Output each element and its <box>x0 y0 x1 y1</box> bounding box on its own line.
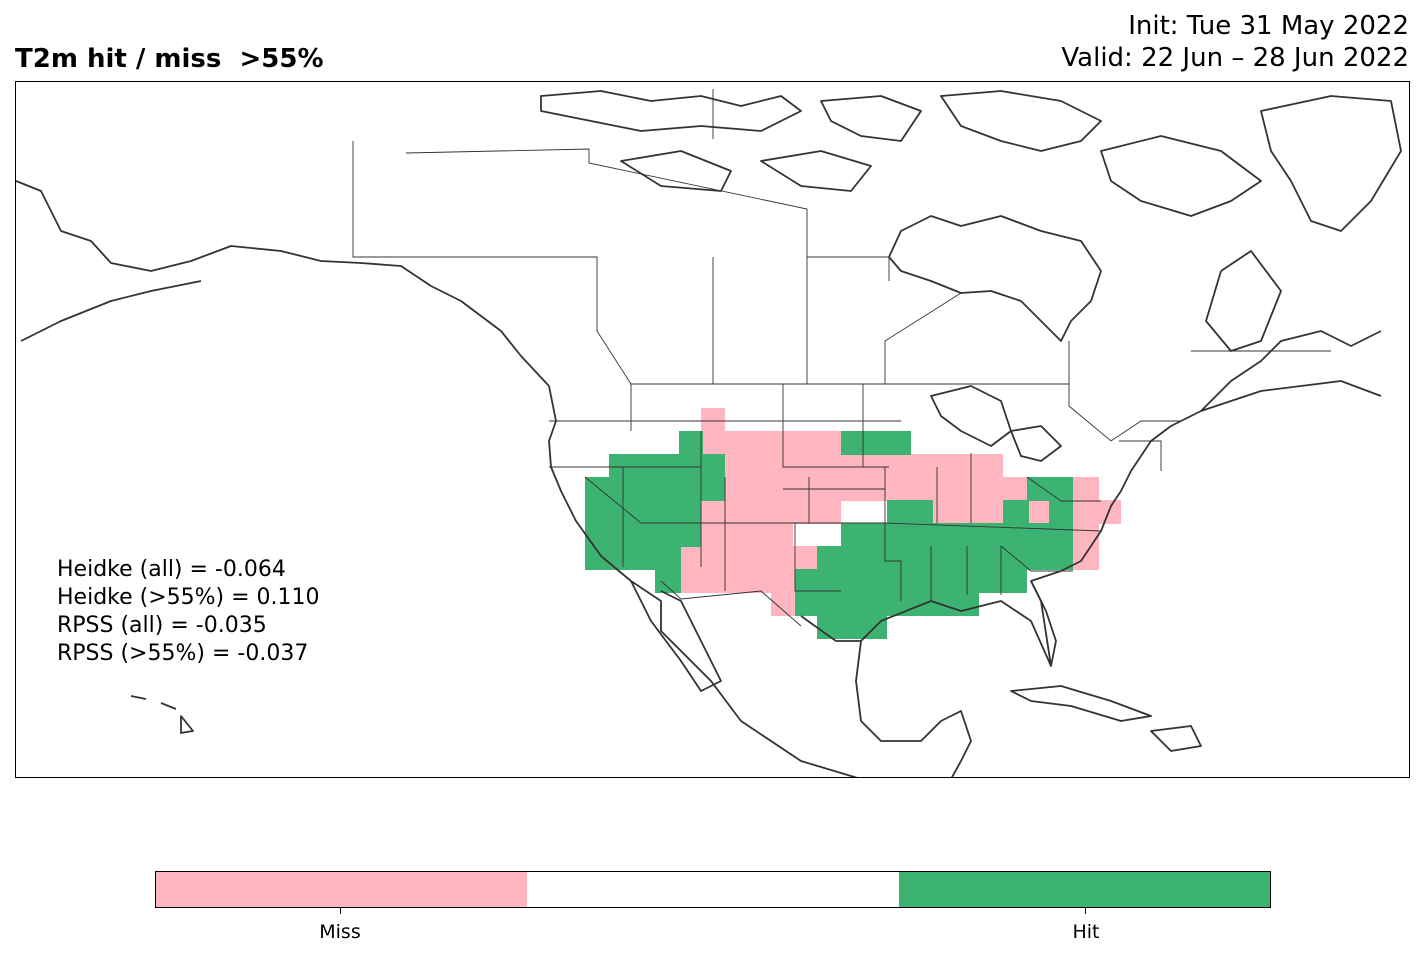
colorbar-miss <box>156 872 528 907</box>
colorbar-hit <box>898 872 1270 907</box>
colorbar <box>155 871 1271 908</box>
label-miss: Miss <box>319 921 361 943</box>
colorbar-neutral <box>527 872 899 907</box>
map-canvas <box>16 89 1402 777</box>
tick-hit <box>1085 908 1086 914</box>
hit-cells <box>585 431 1073 639</box>
tick-miss <box>340 908 341 914</box>
heidke-all: Heidke (all) = -0.064 <box>57 557 286 582</box>
label-hit: Hit <box>1072 921 1100 943</box>
skill-scores: Heidke (all) = -0.064 Heidke (>55%) = 0.… <box>57 556 320 668</box>
map-frame[interactable] <box>15 81 1410 778</box>
political-borders <box>352 89 1331 627</box>
rpss-55: RPSS (>55%) = -0.037 <box>57 641 309 666</box>
date-info: Init: Tue 31 May 2022 Valid: 22 Jun – 28… <box>1061 10 1409 74</box>
rpss-all: RPSS (all) = -0.035 <box>57 613 267 638</box>
heidke-55: Heidke (>55%) = 0.110 <box>57 585 320 610</box>
init-date: Init: Tue 31 May 2022 <box>1128 11 1409 41</box>
valid-period: Valid: 22 Jun – 28 Jun 2022 <box>1061 43 1409 73</box>
coastlines <box>16 90 1402 777</box>
map-title: T2m hit / miss >55% <box>15 44 324 74</box>
forecast-cells <box>585 408 1121 639</box>
